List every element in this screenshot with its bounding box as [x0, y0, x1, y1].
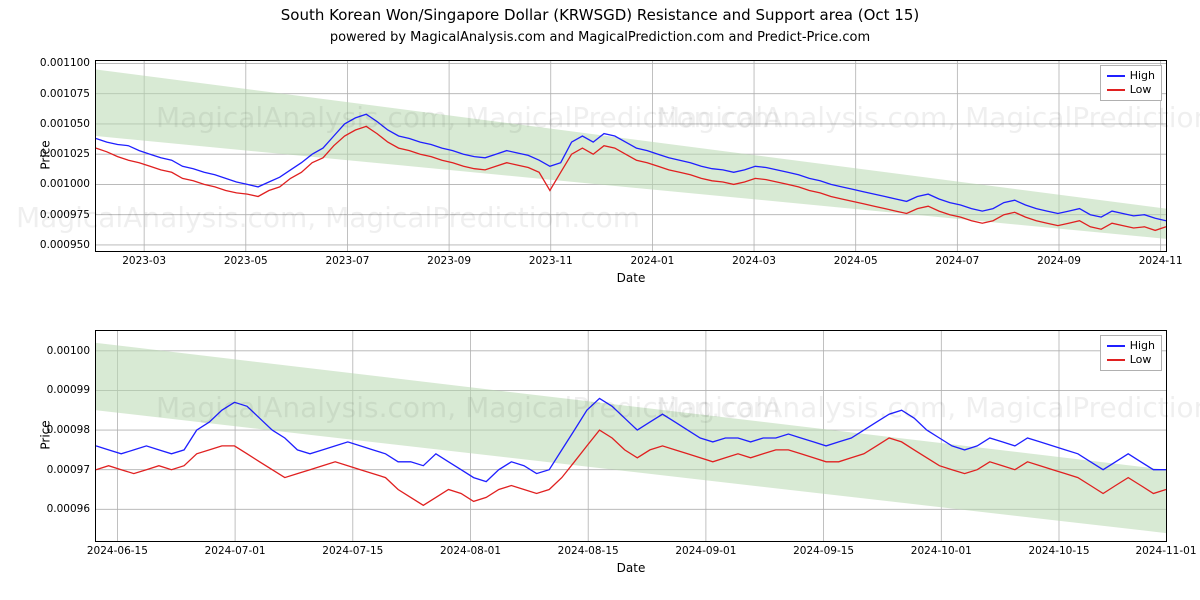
chart-panel-bottom: High Low MagicalAnalysis.com, MagicalPre…: [95, 330, 1167, 542]
x-tick-label: 2024-08-01: [440, 545, 501, 557]
x-tick-label: 2024-01: [630, 255, 674, 267]
x-tick-label: 2023-11: [529, 255, 573, 267]
legend-row-high: High: [1107, 339, 1155, 353]
x-tick-label: 2024-10-15: [1028, 545, 1089, 557]
x-tick-label: 2024-09-01: [675, 545, 736, 557]
x-tick-label: 2024-07-15: [322, 545, 383, 557]
y-tick-label: 0.000950: [40, 239, 90, 251]
legend-row-low: Low: [1107, 353, 1155, 367]
legend-bottom: High Low: [1100, 335, 1162, 371]
x-axis-label-bottom: Date: [96, 561, 1166, 575]
y-tick-label: 0.00099: [47, 384, 90, 396]
x-tick-label: 2024-07-01: [205, 545, 266, 557]
x-tick-label: 2023-07: [326, 255, 370, 267]
y-tick-label: 0.00098: [47, 424, 90, 436]
y-tick-label: 0.001100: [40, 57, 90, 69]
y-tick-label: 0.001050: [40, 118, 90, 130]
legend-label-high: High: [1130, 339, 1155, 353]
legend-label-low: Low: [1130, 83, 1152, 97]
x-tick-label: 2024-10-01: [911, 545, 972, 557]
legend-top: High Low: [1100, 65, 1162, 101]
y-tick-label: 0.00097: [47, 464, 90, 476]
y-tick-label: 0.001075: [40, 88, 90, 100]
x-tick-label: 2023-09: [427, 255, 471, 267]
chart-title: South Korean Won/Singapore Dollar (KRWSG…: [0, 0, 1200, 24]
legend-label-high: High: [1130, 69, 1155, 83]
y-tick-label: 0.00100: [47, 345, 90, 357]
x-tick-label: 2024-11-01: [1135, 545, 1196, 557]
x-tick-label: 2024-06-15: [87, 545, 148, 557]
x-tick-label: 2024-07: [935, 255, 979, 267]
x-tick-label: 2024-03: [732, 255, 776, 267]
y-tick-label: 0.001000: [40, 178, 90, 190]
legend-row-high: High: [1107, 69, 1155, 83]
y-tick-label: 0.00096: [47, 503, 90, 515]
x-tick-label: 2023-05: [224, 255, 268, 267]
legend-swatch-low: [1107, 359, 1125, 361]
y-tick-label: 0.000975: [40, 209, 90, 221]
legend-label-low: Low: [1130, 353, 1152, 367]
y-tick-label: 0.001025: [40, 148, 90, 160]
legend-row-low: Low: [1107, 83, 1155, 97]
x-tick-label: 2024-09-15: [793, 545, 854, 557]
x-tick-label: 2024-11: [1139, 255, 1183, 267]
x-tick-label: 2024-05: [834, 255, 878, 267]
legend-swatch-high: [1107, 75, 1125, 77]
x-tick-label: 2024-08-15: [558, 545, 619, 557]
x-tick-label: 2024-09: [1037, 255, 1081, 267]
legend-swatch-low: [1107, 89, 1125, 91]
chart-subtitle: powered by MagicalAnalysis.com and Magic…: [0, 30, 1200, 45]
x-tick-label: 2023-03: [122, 255, 166, 267]
legend-swatch-high: [1107, 345, 1125, 347]
chart-panel-top: High Low MagicalAnalysis.com, MagicalPre…: [95, 60, 1167, 252]
x-axis-label-top: Date: [96, 271, 1166, 285]
